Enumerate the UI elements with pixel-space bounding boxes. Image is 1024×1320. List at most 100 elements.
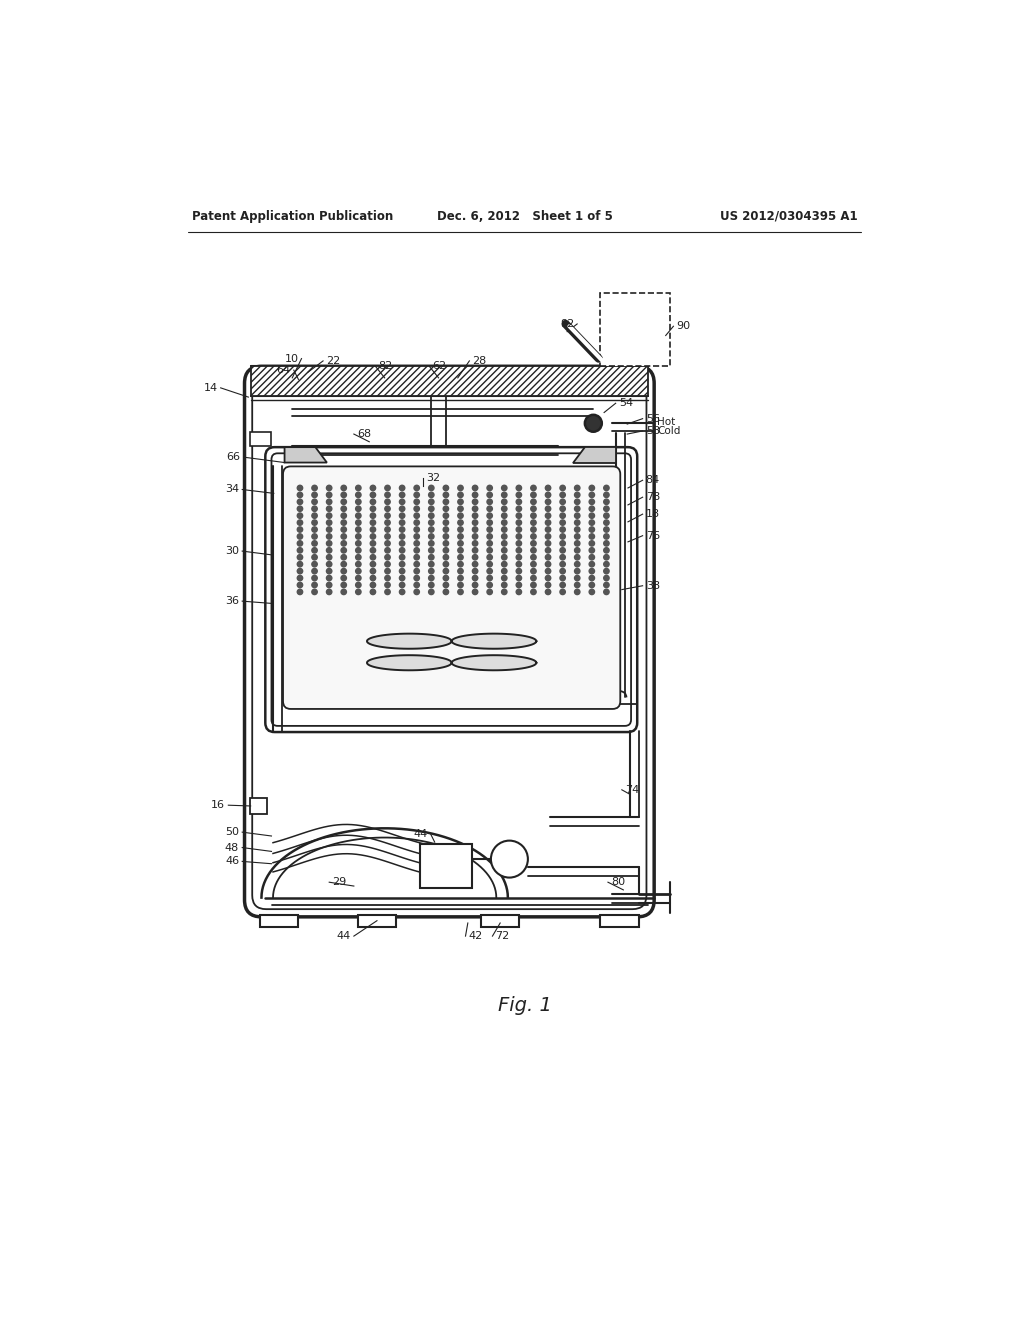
Circle shape <box>487 533 493 539</box>
Circle shape <box>371 527 376 532</box>
Circle shape <box>297 569 303 574</box>
Circle shape <box>458 506 463 511</box>
Circle shape <box>589 561 595 566</box>
Circle shape <box>458 541 463 546</box>
Circle shape <box>472 561 478 566</box>
Circle shape <box>429 520 434 525</box>
Text: 56: 56 <box>646 413 659 424</box>
Text: 50: 50 <box>225 828 240 837</box>
Circle shape <box>371 561 376 566</box>
Circle shape <box>560 520 565 525</box>
Circle shape <box>399 506 404 511</box>
Circle shape <box>502 569 507 574</box>
Circle shape <box>530 499 537 504</box>
Circle shape <box>560 513 565 519</box>
Circle shape <box>574 520 580 525</box>
Circle shape <box>312 506 317 511</box>
Circle shape <box>429 486 434 491</box>
Circle shape <box>472 513 478 519</box>
Circle shape <box>341 486 346 491</box>
Circle shape <box>574 576 580 581</box>
Circle shape <box>574 548 580 553</box>
Circle shape <box>355 569 361 574</box>
Circle shape <box>355 582 361 587</box>
Circle shape <box>341 541 346 546</box>
Text: Cold: Cold <box>657 426 681 436</box>
Text: 82: 82 <box>379 362 393 371</box>
Circle shape <box>371 589 376 594</box>
Circle shape <box>443 582 449 587</box>
Circle shape <box>560 569 565 574</box>
Circle shape <box>472 486 478 491</box>
Circle shape <box>443 561 449 566</box>
Circle shape <box>516 486 521 491</box>
Text: 38: 38 <box>646 581 659 591</box>
Circle shape <box>546 582 551 587</box>
Circle shape <box>589 533 595 539</box>
Circle shape <box>574 582 580 587</box>
Circle shape <box>297 527 303 532</box>
Circle shape <box>297 589 303 594</box>
Circle shape <box>385 520 390 525</box>
Circle shape <box>502 582 507 587</box>
Circle shape <box>574 492 580 498</box>
Circle shape <box>472 499 478 504</box>
Text: 54: 54 <box>618 399 633 408</box>
Circle shape <box>385 533 390 539</box>
Circle shape <box>385 499 390 504</box>
Circle shape <box>560 527 565 532</box>
Circle shape <box>429 533 434 539</box>
Circle shape <box>458 582 463 587</box>
Circle shape <box>312 520 317 525</box>
Circle shape <box>458 533 463 539</box>
Bar <box>250 432 271 446</box>
Circle shape <box>297 548 303 553</box>
Circle shape <box>312 527 317 532</box>
Circle shape <box>385 548 390 553</box>
Circle shape <box>516 527 521 532</box>
Text: 74: 74 <box>625 785 639 795</box>
Circle shape <box>530 548 537 553</box>
Circle shape <box>312 561 317 566</box>
Circle shape <box>516 554 521 560</box>
Circle shape <box>589 541 595 546</box>
Circle shape <box>604 576 609 581</box>
Circle shape <box>604 582 609 587</box>
Circle shape <box>327 499 332 504</box>
Circle shape <box>327 554 332 560</box>
Text: Hot: Hot <box>657 417 676 426</box>
Circle shape <box>414 548 420 553</box>
Circle shape <box>487 513 493 519</box>
Circle shape <box>487 582 493 587</box>
Circle shape <box>530 533 537 539</box>
Circle shape <box>458 569 463 574</box>
Circle shape <box>516 541 521 546</box>
Text: 29: 29 <box>333 878 346 887</box>
Circle shape <box>546 492 551 498</box>
Circle shape <box>502 492 507 498</box>
Polygon shape <box>452 655 537 671</box>
Circle shape <box>341 582 346 587</box>
Circle shape <box>399 486 404 491</box>
Circle shape <box>574 554 580 560</box>
Circle shape <box>458 561 463 566</box>
Polygon shape <box>285 447 327 462</box>
Circle shape <box>516 506 521 511</box>
Text: 46: 46 <box>225 857 240 866</box>
Circle shape <box>429 589 434 594</box>
Circle shape <box>560 541 565 546</box>
Circle shape <box>297 506 303 511</box>
Circle shape <box>327 561 332 566</box>
Circle shape <box>502 554 507 560</box>
Circle shape <box>371 548 376 553</box>
Circle shape <box>530 576 537 581</box>
Circle shape <box>604 506 609 511</box>
Circle shape <box>371 486 376 491</box>
Circle shape <box>530 541 537 546</box>
Circle shape <box>327 520 332 525</box>
Circle shape <box>487 554 493 560</box>
Circle shape <box>371 582 376 587</box>
Circle shape <box>604 513 609 519</box>
Circle shape <box>516 576 521 581</box>
Circle shape <box>327 569 332 574</box>
